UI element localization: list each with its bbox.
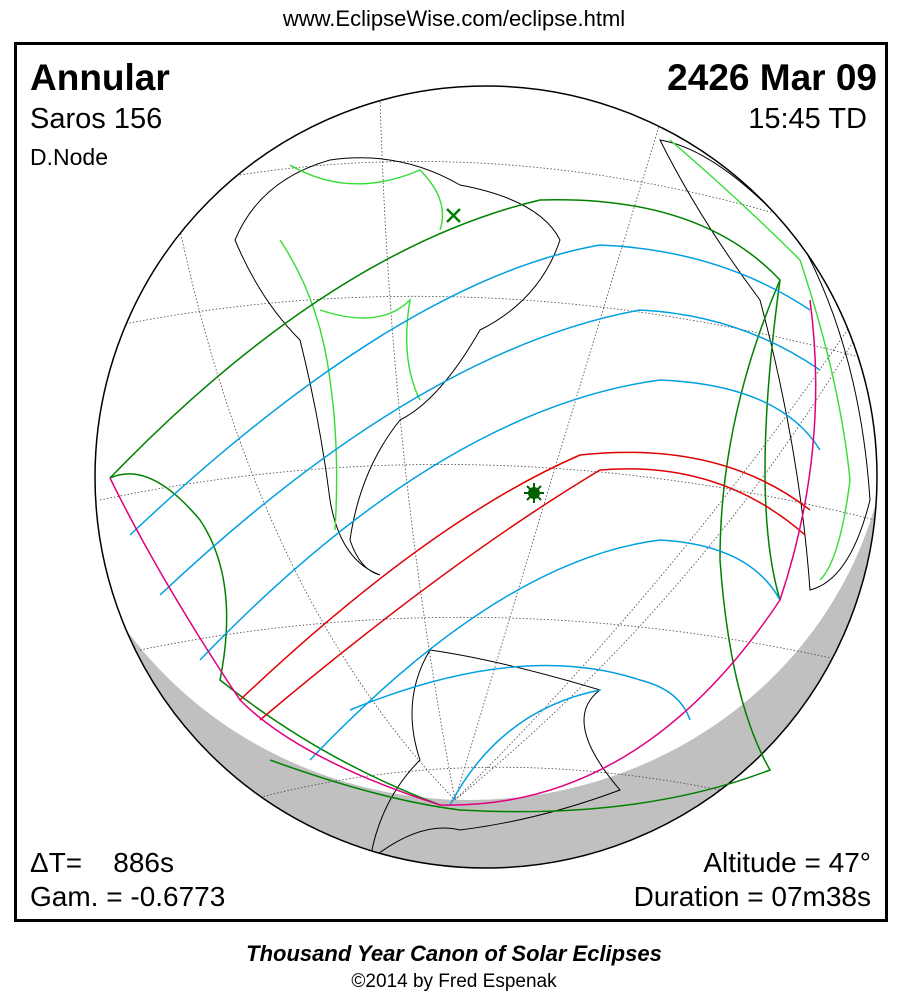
graticule: [95, 89, 877, 801]
node: D.Node: [30, 144, 108, 170]
globe-map: [94, 85, 878, 869]
political-borders: [279, 139, 851, 581]
central-path-north: [239, 451, 811, 701]
duration: Duration = 07m38s: [633, 881, 871, 912]
canon-title: Thousand Year Canon of Solar Eclipses: [246, 941, 662, 966]
eclipse-type: Annular: [30, 57, 170, 98]
rise-set-curve: [109, 299, 817, 806]
eclipse-date: 2426 Mar 09: [667, 57, 877, 98]
penumbra-north-limit: [109, 198, 781, 601]
gamma: Gam. = -0.6773: [30, 881, 226, 912]
eclipse-time: 15:45 TD: [748, 103, 867, 135]
copyright: ©2014 by Fred Espenak: [351, 971, 557, 992]
delta-t: ΔT= 886s: [30, 847, 174, 878]
saros: Saros 156: [30, 103, 163, 135]
magnitude-line: [129, 244, 811, 536]
greatest-eclipse-star-icon: [524, 483, 544, 503]
magnitude-line: [349, 664, 691, 721]
globe-outline: [94, 85, 878, 869]
map-frame: Annular Saros 156 D.Node 2426 Mar 09 15:…: [14, 42, 888, 922]
penumbra-south-limit: [269, 279, 781, 813]
subsolar-x-icon: [446, 208, 461, 223]
source-url: www.EclipseWise.com/eclipse.html: [282, 6, 626, 31]
magnitude-line: [309, 539, 781, 761]
penumbra-rise-limit: [109, 473, 441, 806]
magnitude-line: [199, 379, 821, 661]
magnitude-line: [159, 309, 821, 596]
magnitude-line: [449, 689, 601, 806]
central-path-south: [259, 468, 806, 721]
altitude: Altitude = 47°: [703, 847, 871, 878]
